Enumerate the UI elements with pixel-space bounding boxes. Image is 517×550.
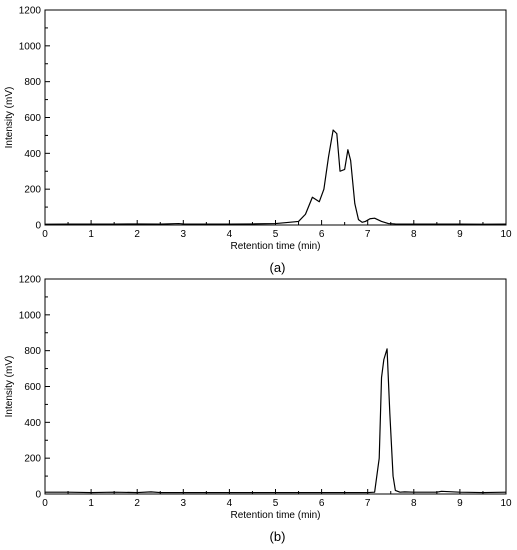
y-axis-title: Intensity (mV) <box>4 356 15 418</box>
x-tick-label: 1 <box>88 229 94 240</box>
plot-frame <box>44 278 507 495</box>
x-tick-label: 0 <box>42 229 48 240</box>
chromatogram-line <box>44 129 507 225</box>
x-tick-label: 8 <box>411 229 417 240</box>
x-tick-label: 4 <box>227 498 233 509</box>
y-tick-label: 400 <box>24 418 41 429</box>
y-tick-label: 600 <box>24 113 41 124</box>
panel-label: (a) <box>270 260 286 275</box>
y-tick-label: 1000 <box>19 310 42 321</box>
x-tick-label: 10 <box>500 229 512 240</box>
y-tick-label: 0 <box>35 490 41 501</box>
x-tick-label: 2 <box>134 498 140 509</box>
y-tick-label: 0 <box>35 221 41 232</box>
y-tick-label: 200 <box>24 454 41 465</box>
x-tick-label: 10 <box>500 498 512 509</box>
x-axis-title: Retention time (min) <box>230 241 320 252</box>
x-tick-label: 4 <box>227 229 233 240</box>
chromatogram-line <box>45 348 507 494</box>
x-tick-label: 5 <box>273 229 279 240</box>
y-tick-label: 400 <box>24 149 41 160</box>
y-tick-label: 800 <box>24 77 41 88</box>
y-tick-label: 800 <box>24 346 41 357</box>
x-tick-label: 9 <box>457 229 463 240</box>
x-tick-label: 0 <box>42 498 48 509</box>
x-tick-label: 8 <box>411 498 417 509</box>
y-tick-label: 1200 <box>19 6 42 17</box>
x-axis-title: Retention time (min) <box>230 510 320 521</box>
x-tick-label: 6 <box>319 498 325 509</box>
y-tick-label: 1000 <box>19 41 42 52</box>
x-tick-label: 1 <box>88 498 94 509</box>
y-tick-label: 600 <box>24 382 41 393</box>
plot-frame <box>44 9 507 226</box>
x-tick-label: 3 <box>181 498 187 509</box>
panel-a: 0 1 2 3 4 5 6 7 8 9 10 0 200 400 600 800 1000 1200 Retenti… <box>4 6 512 276</box>
x-tick-label: 5 <box>273 498 279 509</box>
x-tick-label: 7 <box>365 498 371 509</box>
panel-b: 0 1 2 3 4 5 6 7 8 9 10 0 200 400 600 800 1000 1200 Retenti… <box>4 275 512 545</box>
y-tick-label: 1200 <box>19 275 42 286</box>
x-tick-label: 6 <box>319 229 325 240</box>
y-axis-title: Intensity (mV) <box>4 87 15 149</box>
x-tick-label: 7 <box>365 229 371 240</box>
panel-label: (b) <box>270 529 286 544</box>
x-tick-label: 3 <box>181 229 187 240</box>
x-tick-label: 2 <box>134 229 140 240</box>
y-tick-label: 200 <box>24 185 41 196</box>
x-tick-label: 9 <box>457 498 463 509</box>
